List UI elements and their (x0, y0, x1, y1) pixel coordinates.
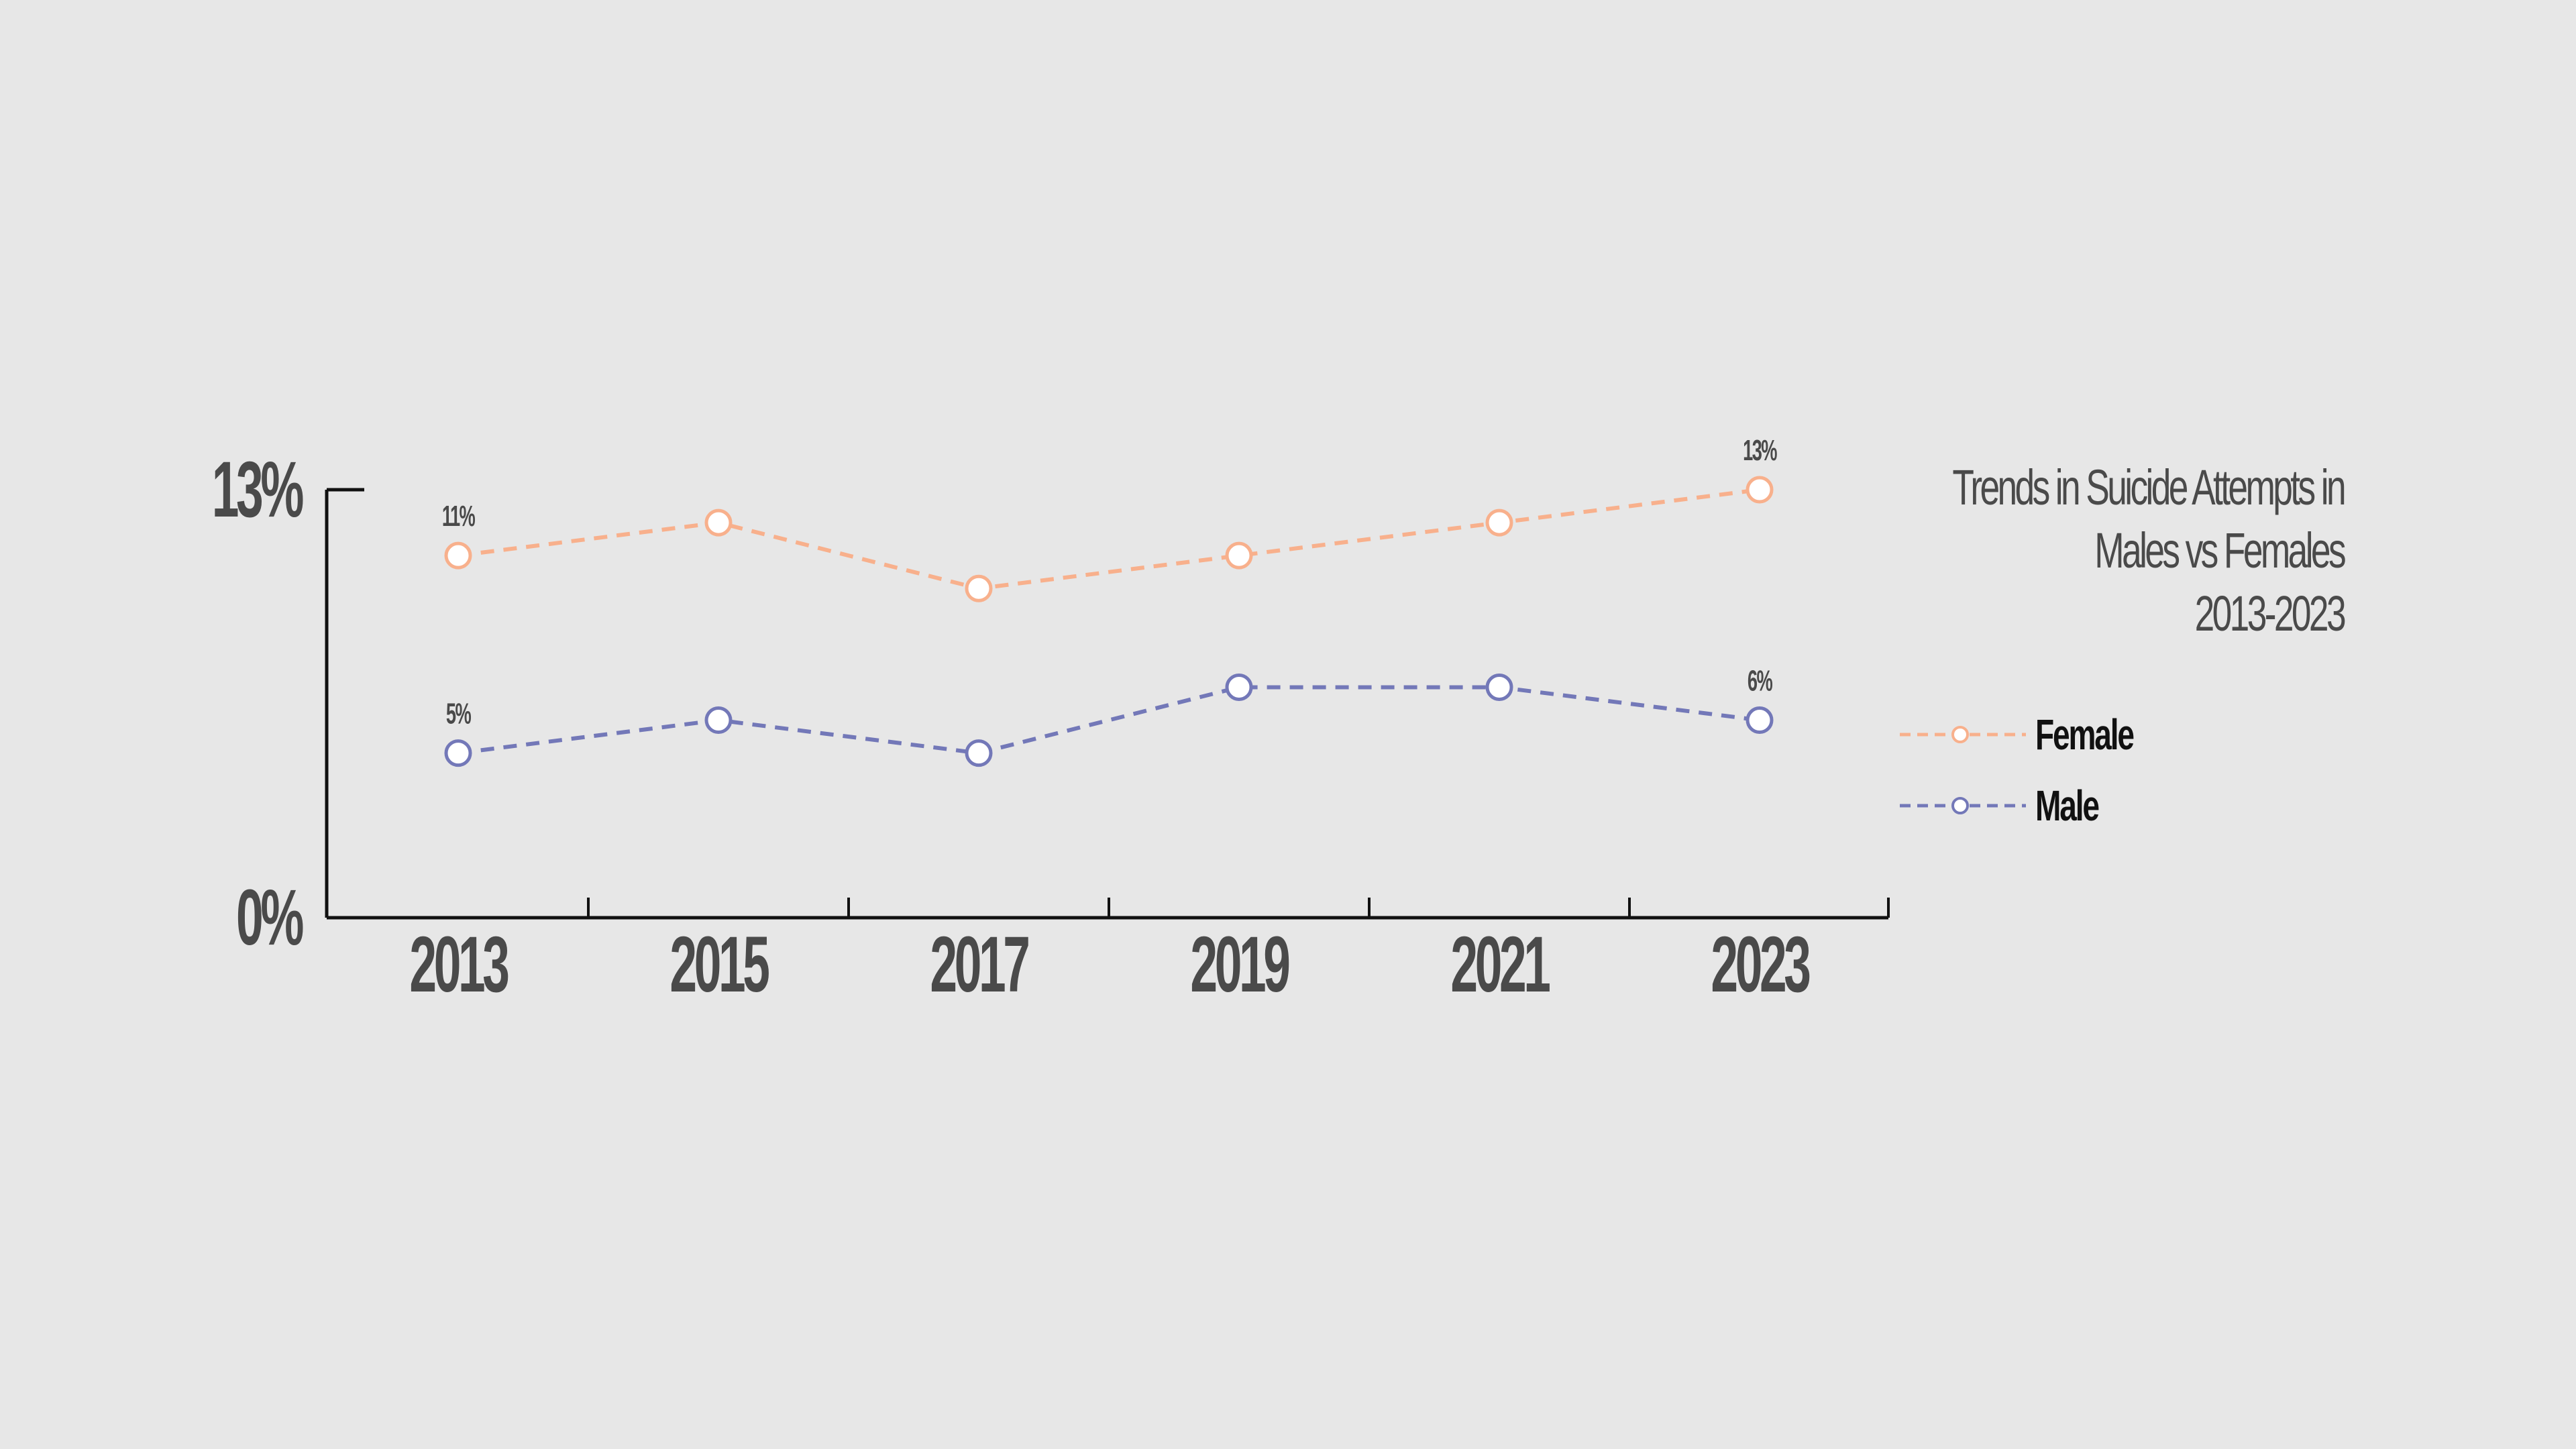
data-point-female (1225, 541, 1253, 570)
x-tick-label: 2019 (1190, 920, 1289, 1008)
series-line-female (458, 488, 1760, 591)
data-point-male (1225, 673, 1253, 701)
y-tick-label-bottom: 0% (236, 873, 303, 961)
data-point-female (444, 541, 472, 570)
data-point-male (1485, 673, 1513, 701)
legend-swatch-male (1900, 797, 2026, 814)
series-layer (444, 476, 1774, 767)
data-point-female (965, 574, 993, 602)
legend-item-male: Male (1898, 775, 2100, 847)
y-tick-label-top: 13% (212, 445, 303, 533)
data-point-male (1746, 706, 1774, 735)
data-point-male (965, 739, 993, 767)
chart-title: Trends in Suicide Attempts in Males vs F… (1740, 456, 2347, 645)
data-label-male: 5% (446, 697, 471, 730)
x-tick-label: 2023 (1711, 920, 1810, 1008)
legend-label-male: Male (2035, 782, 2100, 830)
data-point-male (704, 706, 733, 735)
x-tick-label: 2021 (1450, 920, 1550, 1008)
data-point-female (1746, 476, 1774, 504)
legend-swatch-female (1900, 726, 2026, 743)
labels-layer: 13% 0% 2013 2015 2017 2019 2021 2023 11% 13% 5% 6% (212, 433, 1813, 1008)
chart-title-line-2: Males vs Females (2094, 523, 2346, 578)
data-label-female: 13% (1743, 433, 1777, 466)
series-line-male (458, 685, 1760, 755)
x-tick-label: 2013 (409, 920, 508, 1008)
chart-title-line-3: 2013-2023 (2194, 586, 2347, 641)
chart-title-line-1: Trends in Suicide Attempts in (1952, 460, 2346, 515)
legend: Female Male (1898, 704, 2135, 847)
legend-label-female: Female (2035, 710, 2135, 759)
data-point-female (704, 508, 733, 537)
data-point-female (1485, 508, 1513, 537)
data-point-male (444, 739, 472, 767)
x-tick-label: 2015 (669, 920, 769, 1008)
x-tick-label: 2017 (930, 920, 1028, 1008)
axes (325, 488, 1890, 920)
data-label-male: 6% (1748, 664, 1772, 697)
data-label-female: 11% (442, 499, 475, 532)
legend-item-female: Female (1898, 704, 2135, 775)
